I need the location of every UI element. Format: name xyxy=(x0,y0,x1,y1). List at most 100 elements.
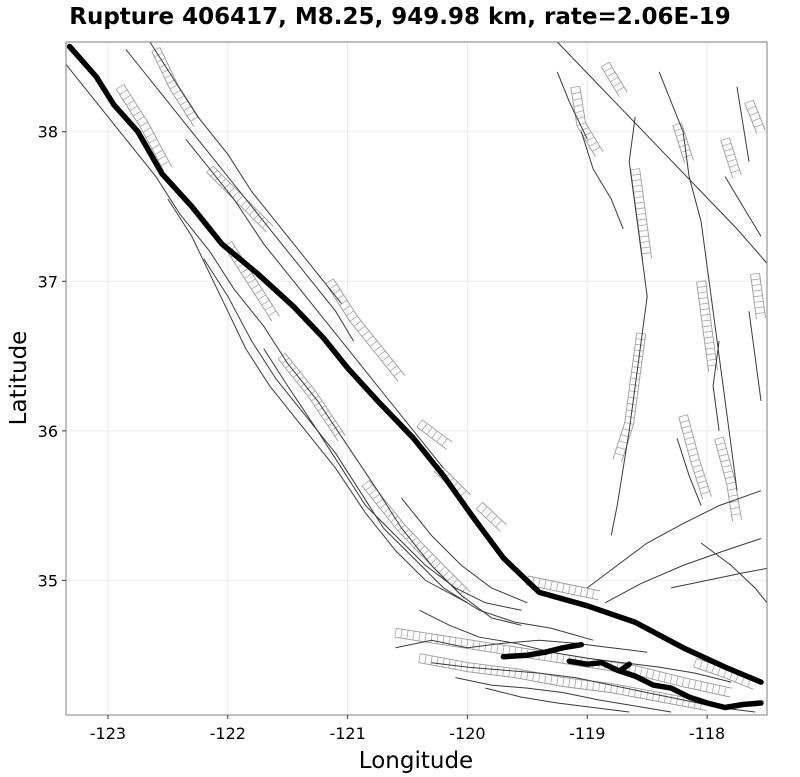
fault-surface-rung xyxy=(631,173,641,176)
fault-surface-rung xyxy=(628,396,638,399)
fault-surface-rung xyxy=(311,395,319,402)
fault-surface-rung xyxy=(394,628,397,638)
fault-surface-edge xyxy=(672,125,686,164)
fault-surface-rung xyxy=(755,312,765,315)
fault-surface-rung xyxy=(633,355,643,358)
fault-surface-rung xyxy=(176,94,185,101)
fault-surface-rung xyxy=(562,677,565,687)
fault-surface-rung xyxy=(401,528,410,536)
fault-trace xyxy=(658,71,684,132)
fault-surface-rung xyxy=(431,430,438,439)
fault-surface-rung xyxy=(485,511,493,519)
fault-surface-rung xyxy=(576,122,586,127)
fault-surface-rung xyxy=(214,174,222,182)
fault-surface-rung xyxy=(753,295,763,298)
fault-surface-rung xyxy=(641,246,651,249)
fault-surface-rung xyxy=(697,480,707,484)
x-axis-ticks: -123 -122 -121 -120 -119 -118 xyxy=(90,715,725,743)
fault-surface-rung xyxy=(635,207,645,210)
fault-surface-rung xyxy=(707,364,717,367)
fault-surface-rung xyxy=(755,306,765,309)
fault-surface-rung xyxy=(696,280,706,283)
fault-surface-rung xyxy=(254,289,263,295)
fault-trace xyxy=(395,639,648,653)
fault-surface-rung xyxy=(480,506,488,514)
fault-surface-rung xyxy=(257,216,265,224)
fault-surface-rung xyxy=(589,141,598,147)
fault-surface-rung xyxy=(657,671,661,681)
fault-surface-rung xyxy=(641,252,651,255)
fault-surface-rung xyxy=(466,639,469,649)
fault-surface-rung xyxy=(722,142,732,147)
fault-surface-rung xyxy=(719,453,728,457)
fault-surface-rung xyxy=(451,579,459,586)
fault-surface-rung xyxy=(703,330,713,333)
fault-surface-rung xyxy=(436,657,439,667)
fault-trace xyxy=(700,542,767,604)
fault-surface-rung xyxy=(681,697,685,707)
fault-surface-rung xyxy=(700,491,710,495)
fault-surface-rung xyxy=(716,442,726,446)
fault-surface-rung xyxy=(446,574,454,582)
fault-surface-rung xyxy=(210,169,218,177)
fault-surface-rung xyxy=(579,587,583,597)
fault-surface-rung xyxy=(680,419,690,424)
fault-surface-rung xyxy=(244,273,253,279)
fault-surface-rung xyxy=(434,562,441,569)
fault-surface-rung xyxy=(544,579,547,589)
fault-surface-rung xyxy=(720,459,730,463)
fault-surface-rung xyxy=(325,278,334,285)
fault-surface-rung xyxy=(704,342,714,344)
fault-surface-rung xyxy=(132,110,142,117)
fault-surface-rung xyxy=(613,81,622,88)
fault-surface-rung xyxy=(580,679,583,689)
fault-surface-rung xyxy=(574,679,577,689)
fault-surface-rung xyxy=(638,224,648,227)
fault-surface-rung xyxy=(630,168,640,171)
fault-surface-edge xyxy=(750,274,757,320)
fault-surface-rung xyxy=(614,452,624,457)
fault-surface-rung xyxy=(424,654,427,664)
fault-surface-rung xyxy=(585,588,589,598)
fault-surface-rung xyxy=(393,370,402,377)
fault-surface-rung xyxy=(413,541,422,548)
fault-surface-rung xyxy=(562,583,565,593)
fault-surface-rung xyxy=(681,425,691,429)
fault-surface-rung xyxy=(151,47,161,52)
fault-surface-rung xyxy=(634,349,644,352)
fault-surface-rung xyxy=(711,684,715,694)
fault-surface-rung xyxy=(698,291,708,294)
fault-surface-rung xyxy=(550,652,553,662)
fault-trace xyxy=(670,567,767,589)
fault-surface-rung xyxy=(154,149,163,155)
x-tick-label: -121 xyxy=(329,724,365,743)
fault-surface-rung xyxy=(365,484,373,491)
y-tick-label: 36 xyxy=(38,422,58,441)
fault-surface-rung xyxy=(240,199,248,207)
fault-surface-rung xyxy=(180,100,189,106)
fault-surface-rung xyxy=(689,453,699,457)
fault-surface-rung xyxy=(409,537,418,544)
fault-surface-rung xyxy=(678,414,688,418)
rupture-south-trace-b xyxy=(566,658,764,711)
fault-surface-rung xyxy=(681,677,685,687)
fault-surface-rung xyxy=(478,664,481,674)
fault-trace xyxy=(604,538,762,604)
fault-surface-rung xyxy=(389,365,398,372)
fault-surface-rung xyxy=(277,352,286,360)
fault-surface-rung xyxy=(572,98,582,101)
fault-surface-rung xyxy=(586,136,595,142)
fault-surface-rung xyxy=(219,178,227,186)
fault-surface-rung xyxy=(632,366,642,369)
fault-surface-rung xyxy=(129,105,138,111)
fault-surface-rung xyxy=(412,631,415,641)
fault-surface-rung xyxy=(695,475,705,479)
fault-surface-rung xyxy=(373,345,382,352)
fault-surface-rung xyxy=(151,144,160,150)
fault-surface-rung xyxy=(622,428,632,431)
fault-surface-rung xyxy=(677,138,687,143)
fault-surface-rung xyxy=(624,422,634,425)
fault-surface-rung xyxy=(329,283,338,290)
fault-surface-rung xyxy=(702,325,712,328)
fault-surface-rung xyxy=(574,585,577,595)
